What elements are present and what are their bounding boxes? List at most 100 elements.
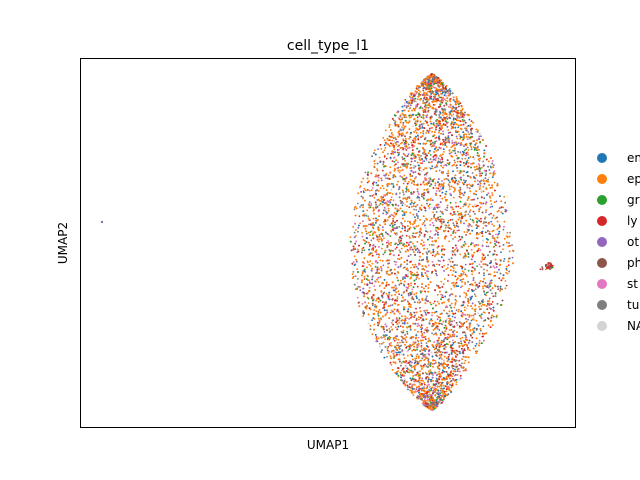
scatter-point bbox=[480, 220, 482, 223]
scatter-point bbox=[429, 369, 432, 371]
scatter-point bbox=[449, 131, 452, 134]
scatter-point bbox=[398, 225, 401, 228]
scatter-point bbox=[488, 231, 491, 233]
scatter-point bbox=[407, 220, 409, 223]
scatter-point bbox=[427, 270, 430, 273]
scatter-point bbox=[381, 243, 384, 246]
scatter-point bbox=[394, 136, 397, 139]
scatter-point bbox=[467, 269, 470, 272]
scatter-point bbox=[437, 237, 440, 239]
scatter-point bbox=[470, 146, 473, 149]
scatter-point bbox=[422, 89, 425, 92]
scatter-point bbox=[511, 244, 513, 247]
scatter-point bbox=[483, 291, 486, 293]
scatter-point bbox=[418, 259, 421, 262]
scatter-point bbox=[433, 300, 436, 303]
scatter-point bbox=[490, 303, 493, 305]
scatter-point bbox=[392, 134, 394, 136]
scatter-point bbox=[429, 197, 432, 200]
scatter-point bbox=[409, 92, 412, 95]
scatter-point bbox=[400, 282, 403, 285]
scatter-point bbox=[380, 179, 383, 182]
scatter-point bbox=[441, 358, 443, 360]
scatter-point bbox=[461, 270, 464, 273]
scatter-point bbox=[391, 225, 394, 228]
scatter-point bbox=[488, 176, 490, 179]
scatter-point bbox=[467, 149, 470, 151]
scatter-point bbox=[377, 174, 380, 177]
scatter-point bbox=[420, 232, 423, 234]
scatter-point bbox=[394, 351, 396, 354]
scatter-point bbox=[393, 215, 395, 218]
scatter-point bbox=[463, 179, 465, 182]
scatter-point bbox=[429, 219, 432, 222]
scatter-point bbox=[410, 316, 412, 319]
scatter-point bbox=[442, 400, 444, 403]
scatter-point bbox=[429, 149, 431, 152]
scatter-point bbox=[456, 102, 459, 104]
scatter-point bbox=[395, 138, 397, 141]
scatter-point bbox=[399, 341, 401, 344]
scatter-point bbox=[435, 156, 438, 159]
scatter-point bbox=[414, 383, 416, 386]
scatter-point bbox=[447, 274, 450, 276]
scatter-point bbox=[424, 155, 427, 158]
scatter-point bbox=[430, 252, 432, 254]
scatter-point bbox=[406, 362, 408, 365]
scatter-point bbox=[473, 166, 476, 169]
scatter-point bbox=[407, 361, 410, 364]
scatter-point bbox=[398, 353, 401, 356]
scatter-point bbox=[491, 217, 494, 219]
scatter-point bbox=[404, 147, 406, 150]
scatter-point bbox=[409, 270, 412, 273]
scatter-point bbox=[422, 132, 425, 135]
scatter-point bbox=[403, 357, 406, 360]
scatter-point bbox=[404, 365, 407, 367]
scatter-point bbox=[470, 249, 473, 251]
scatter-point bbox=[353, 255, 356, 258]
scatter-point bbox=[451, 320, 453, 323]
scatter-point bbox=[375, 336, 378, 338]
scatter-point bbox=[476, 154, 479, 157]
scatter-point bbox=[404, 334, 406, 336]
scatter-point bbox=[399, 119, 402, 121]
scatter-point bbox=[421, 223, 424, 226]
scatter-point bbox=[451, 250, 454, 253]
scatter-point bbox=[486, 304, 489, 307]
scatter-point bbox=[439, 392, 442, 394]
scatter-point bbox=[443, 178, 446, 181]
scatter-point bbox=[423, 358, 426, 361]
scatter-point bbox=[427, 337, 430, 340]
scatter-point bbox=[407, 153, 410, 156]
scatter-point bbox=[361, 249, 364, 252]
scatter-point bbox=[410, 266, 412, 269]
scatter-point bbox=[424, 167, 426, 170]
scatter-point bbox=[415, 357, 418, 360]
scatter-point bbox=[467, 245, 470, 248]
scatter-point bbox=[419, 359, 421, 362]
scatter-point bbox=[375, 253, 378, 256]
scatter-point bbox=[417, 210, 420, 213]
scatter-point bbox=[395, 232, 398, 235]
scatter-point bbox=[425, 297, 428, 300]
scatter-point bbox=[418, 277, 420, 280]
scatter-point bbox=[447, 221, 449, 224]
scatter-point bbox=[462, 367, 465, 369]
scatter-point bbox=[512, 250, 515, 253]
scatter-point bbox=[420, 155, 422, 157]
scatter-point bbox=[418, 249, 420, 252]
scatter-point bbox=[448, 329, 451, 331]
scatter-point bbox=[474, 288, 477, 290]
scatter-point bbox=[419, 370, 421, 372]
scatter-point bbox=[508, 242, 510, 244]
scatter-point bbox=[349, 236, 352, 239]
scatter-point bbox=[456, 113, 459, 116]
scatter-point bbox=[433, 217, 436, 219]
scatter-point bbox=[421, 125, 424, 127]
scatter-point bbox=[371, 195, 374, 197]
scatter-point bbox=[459, 207, 462, 210]
scatter-point bbox=[445, 146, 448, 148]
scatter-point bbox=[498, 224, 501, 227]
scatter-point bbox=[437, 231, 439, 234]
scatter-point bbox=[373, 323, 376, 326]
